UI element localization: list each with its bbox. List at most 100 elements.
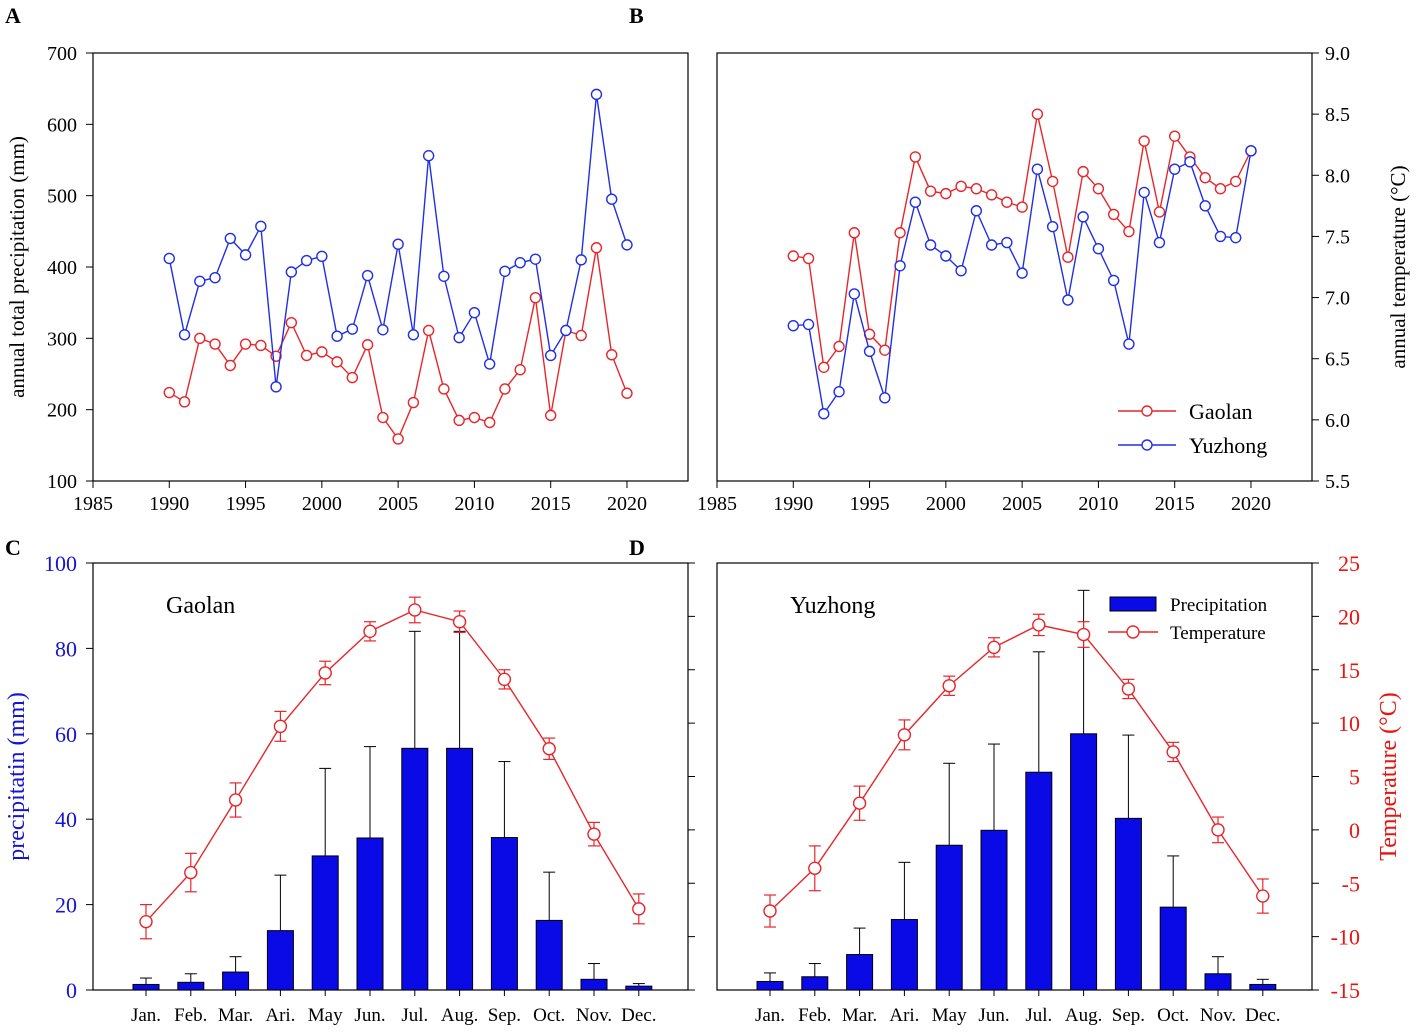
data-point-yuzhong [1214,230,1227,243]
data-point-yuzhong [879,392,891,404]
data-point-yuzhong [1031,163,1044,175]
data-point-yuzhong [316,250,328,262]
data-point-gaolan [1077,165,1089,178]
data-point-yuzhong [514,257,526,269]
precip-bar [801,976,829,991]
data-point-yuzhong [590,88,603,101]
data-point-gaolan [1123,225,1135,238]
data-point-yuzhong [1245,145,1257,157]
temperature-point [408,603,422,617]
data-point-yuzhong [529,253,542,265]
temperature-point [363,624,377,639]
data-point-gaolan [879,344,891,356]
panel-label: C [5,535,21,560]
data-point-gaolan [621,387,633,399]
data-point-gaolan [377,411,389,424]
panel-label: A [5,3,21,28]
x-tick-label: May [308,1005,343,1026]
data-point-gaolan [1214,183,1227,195]
data-point-yuzhong [1230,231,1242,244]
data-point-gaolan [1153,206,1166,218]
legend-marker-temperature [1126,625,1140,639]
data-point-gaolan [163,386,175,399]
data-point-gaolan [239,338,252,350]
x-tick-label: 2020 [1231,493,1271,515]
data-point-gaolan [285,316,298,329]
temperature-point [942,679,956,693]
y-tick-label: 400 [47,257,77,279]
panel-title: Yuzhong [790,593,875,619]
x-tick-label: Sep. [488,1005,521,1026]
temperature-point [852,796,867,810]
data-point-yuzhong [209,272,221,284]
panel-title: Gaolan [166,593,235,619]
data-point-yuzhong [224,232,237,245]
data-point-gaolan [575,329,587,342]
data-point-yuzhong [1046,220,1059,233]
y-tick-label: 8.5 [1325,104,1350,126]
data-point-yuzhong [255,220,267,233]
precip-bar [132,983,160,991]
x-tick-label: 2000 [926,493,966,515]
data-point-gaolan [909,151,922,163]
data-point-yuzhong [361,269,374,282]
data-point-yuzhong [909,196,922,208]
precip-bar [625,985,653,991]
x-tick-label: 2000 [302,493,342,515]
data-point-yuzhong [194,275,206,287]
data-point-gaolan [392,433,404,445]
legend-marker-gaolan [1141,405,1153,417]
y-tick-label: 700 [47,43,77,65]
y2-tick-label: 25 [1338,551,1360,576]
data-point-yuzhong [924,239,937,251]
x-tick-label: 2010 [454,493,494,515]
data-point-gaolan [848,227,861,239]
panel-label: B [629,3,644,28]
temperature-point [228,793,243,807]
y-tick-label: 300 [47,328,77,350]
precip-bar [1070,733,1098,991]
y-tick-label: 7.5 [1325,226,1350,248]
legend-label: Yuzhong [1189,433,1267,458]
data-point-yuzhong [270,381,282,393]
x-tick-label: Jan. [131,1005,161,1026]
data-point-gaolan [224,359,237,372]
legend-label: Temperature [1170,623,1266,644]
data-point-gaolan [1138,135,1150,147]
x-tick-label: Aug. [1065,1005,1102,1026]
data-point-yuzhong [940,250,952,262]
data-point-yuzhong [1107,274,1120,287]
data-point-gaolan [1062,251,1074,263]
y-tick-label: 200 [47,400,77,422]
precip-bar [1025,771,1053,991]
data-point-gaolan [1001,196,1013,208]
y-tick-label: 5.5 [1325,471,1350,493]
data-point-gaolan [468,411,481,424]
x-tick-label: Oct. [1157,1005,1189,1026]
precip-bar [890,919,918,991]
data-point-yuzhong [1092,242,1105,255]
y2-tick-label: 20 [1338,604,1360,629]
data-point-yuzhong [863,345,876,358]
y2-tick-label: 5 [1349,765,1360,790]
data-point-gaolan [606,349,618,361]
data-point-yuzhong [346,323,359,335]
data-point-gaolan [300,349,313,362]
data-point-yuzhong [392,238,404,250]
temperature-point [542,742,556,756]
data-point-gaolan [209,338,221,350]
data-point-yuzhong [163,252,175,265]
temperature-point [1166,745,1180,759]
y2-tick-label: 15 [1338,658,1360,683]
temperature-line [145,609,640,923]
temperature-point [139,914,153,929]
x-tick-label: Ari. [889,1005,919,1026]
data-point-yuzhong [1184,156,1196,168]
x-tick-label: Nov. [1200,1005,1236,1026]
temperature-point [1211,823,1225,837]
temperature-point [1256,889,1270,903]
x-tick-label: 1985 [697,493,737,515]
data-point-gaolan [1046,175,1059,188]
data-point-yuzhong [802,318,815,331]
data-point-yuzhong [544,349,557,362]
